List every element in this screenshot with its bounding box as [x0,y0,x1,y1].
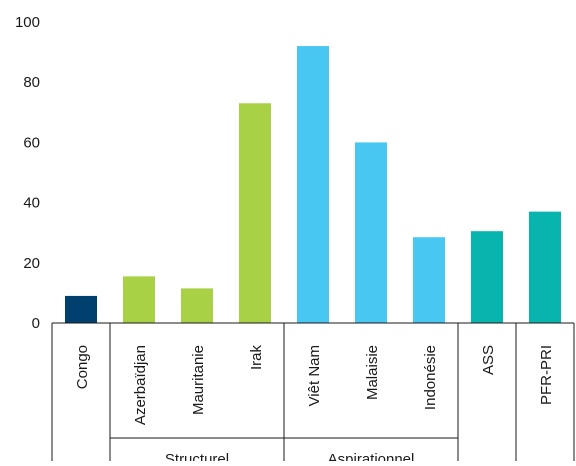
category-label: Azerbaïdjan [132,345,149,425]
y-tick-label: 60 [23,134,40,151]
bars-group [65,46,561,324]
y-tick-label: 0 [32,315,40,332]
bar [413,237,445,323]
group-labels: Structurel Aspirationnel [165,451,415,466]
category-labels: Congo Azerbaïdjan Mauritanie Irak Viêt Nam Ma… [74,345,555,426]
category-label: Viêt Nam [306,345,323,406]
group-label: Aspirationnel [328,451,415,461]
bar [65,295,97,323]
category-label: Congo [74,345,91,389]
category-label: Mauritanie [190,345,207,415]
bar [181,288,213,323]
y-tick-label: 80 [23,74,40,91]
y-tick-label: 20 [23,255,40,272]
bar [471,231,503,323]
y-axis: 0 20 40 60 80 100 [15,14,40,332]
y-tick-label: 40 [23,195,40,212]
group-label: Structurel [165,451,229,461]
y-tick-label: 100 [15,14,40,31]
category-label: PFR-PRI [538,345,555,405]
bar [123,276,155,323]
bar [355,142,387,323]
category-label: ASS [480,345,497,375]
bar [239,103,271,324]
category-label: Indonésie [422,345,439,410]
bar [529,211,561,323]
category-label: Malaisie [364,345,381,400]
category-label: Irak [248,345,265,371]
category-axis [51,322,575,461]
bar [297,46,329,324]
